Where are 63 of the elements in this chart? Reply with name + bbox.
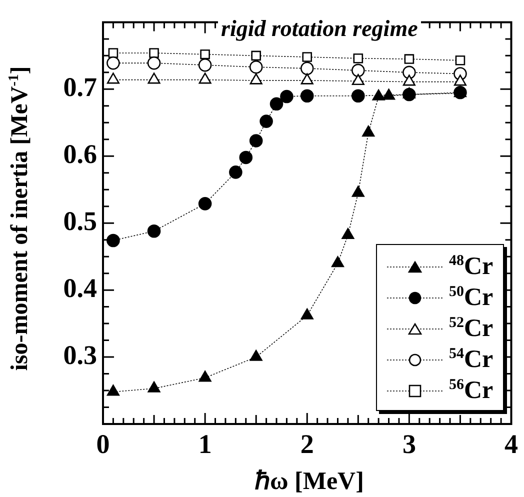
point	[249, 60, 263, 74]
point	[108, 48, 118, 58]
point	[239, 150, 253, 164]
point	[270, 97, 284, 111]
legend-label: $^{48}$Cr	[449, 252, 494, 280]
point	[455, 55, 466, 66]
point	[280, 90, 294, 104]
point	[147, 56, 161, 70]
point	[402, 74, 416, 86]
x-axis-title: ℏω [MeV]	[255, 467, 364, 496]
x-tick-label: 2	[300, 429, 314, 460]
point	[352, 74, 364, 86]
point	[149, 48, 159, 58]
point	[402, 66, 416, 80]
point	[372, 89, 385, 100]
point	[362, 126, 375, 137]
x-tick-label: 0	[96, 429, 110, 460]
point	[352, 64, 365, 78]
point	[147, 224, 161, 238]
point	[106, 234, 120, 248]
y-tick-label: 0.7	[63, 72, 97, 102]
point	[331, 256, 344, 268]
legend-label: $^{54}$Cr	[449, 346, 494, 374]
point	[106, 72, 120, 84]
legend-label: $^{50}$Cr	[449, 284, 494, 312]
x-tick-label: 4	[504, 429, 518, 460]
point	[198, 58, 212, 72]
point	[353, 53, 364, 64]
point	[300, 73, 314, 84]
point	[260, 114, 273, 128]
point	[198, 72, 212, 84]
y-tick-label: 0.3	[63, 340, 97, 370]
point	[249, 134, 263, 148]
legend-label: $^{52}$Cr	[449, 314, 494, 342]
point	[229, 166, 242, 179]
y-tick-label: 0.6	[63, 139, 97, 170]
point	[198, 370, 212, 382]
point	[300, 89, 314, 103]
point	[352, 186, 364, 197]
legend-label: $^{56}$Cr	[449, 376, 494, 404]
point	[342, 228, 354, 240]
point	[300, 308, 314, 320]
annotation: rigid rotation regime	[218, 16, 421, 41]
point	[148, 72, 160, 84]
point	[404, 54, 414, 64]
y-tick-label: 0.5	[63, 206, 97, 236]
point	[382, 88, 396, 100]
x-tick-label: 1	[198, 429, 212, 460]
point	[250, 73, 262, 84]
point	[302, 52, 312, 62]
point	[454, 74, 466, 86]
point	[106, 56, 120, 70]
point	[200, 49, 210, 60]
point	[402, 87, 416, 98]
y-tick-label: 0.4	[63, 273, 97, 304]
point	[148, 381, 160, 392]
point	[300, 62, 314, 76]
x-tick-label: 3	[402, 429, 416, 460]
point	[352, 89, 365, 103]
point	[251, 50, 261, 61]
point	[106, 384, 120, 396]
point	[198, 197, 212, 210]
point	[250, 350, 262, 361]
